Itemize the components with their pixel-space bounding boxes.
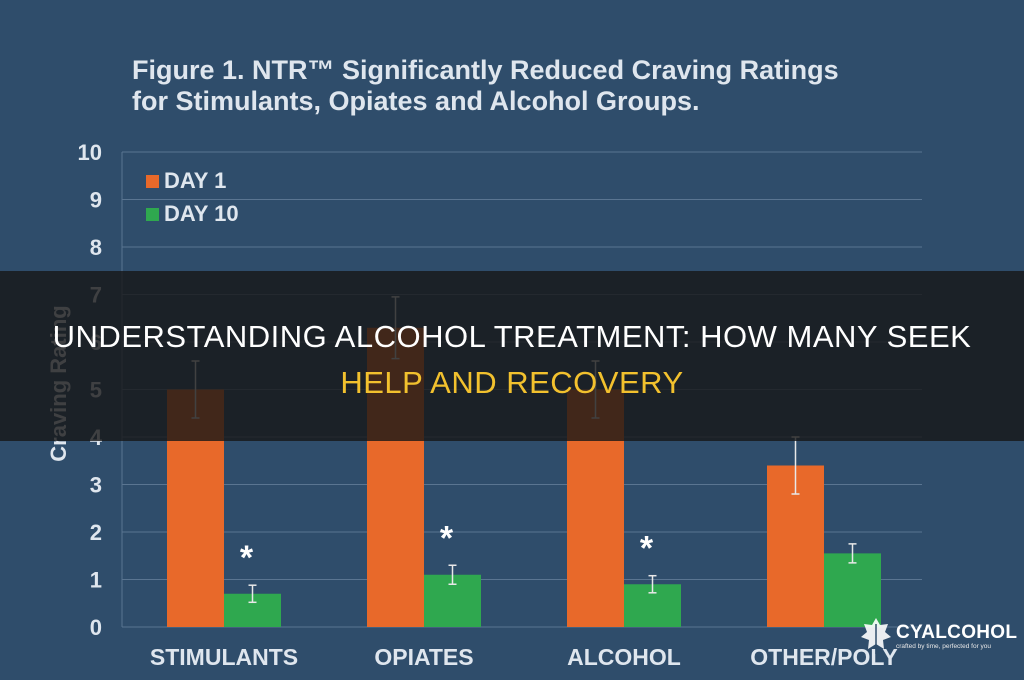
y-tick-label: 8 — [90, 235, 102, 260]
x-tick-label: STIMULANTS — [150, 644, 298, 670]
overlay-title-line-2: HELP AND RECOVERY — [340, 365, 684, 400]
grape-leaf-icon — [861, 618, 891, 654]
x-tick-label: OPIATES — [374, 644, 473, 670]
watermark-name: CYALCOHOL — [896, 622, 1018, 643]
significance-marker: * — [240, 539, 254, 577]
y-tick-label: 1 — [90, 568, 102, 593]
overlay-band: UNDERSTANDING ALCOHOL TREATMENT: HOW MAN… — [0, 271, 1024, 441]
legend-label: DAY 10 — [164, 201, 239, 226]
figure-title-line-2: for Stimulants, Opiates and Alcohol Grou… — [132, 86, 700, 116]
x-tick-label: OTHER/POLY — [750, 644, 897, 670]
figure-title-line-1: Figure 1. NTR™ Significantly Reduced Cra… — [132, 55, 839, 85]
x-tick-label: ALCOHOL — [567, 644, 681, 670]
legend-label: DAY 1 — [164, 168, 226, 193]
bar-day-10 — [824, 553, 881, 627]
significance-marker: * — [640, 530, 654, 568]
watermark-tagline: crafted by time, perfected for you — [896, 643, 992, 650]
overlay-title-line-1: UNDERSTANDING ALCOHOL TREATMENT: HOW MAN… — [52, 319, 972, 354]
y-tick-label: 10 — [78, 140, 102, 165]
y-tick-label: 9 — [90, 188, 102, 213]
y-tick-label: 3 — [90, 473, 102, 498]
legend-swatch — [146, 208, 159, 221]
legend-swatch — [146, 175, 159, 188]
y-tick-label: 0 — [90, 615, 102, 640]
watermark: CYALCOHOL crafted by time, perfected for… — [860, 612, 1017, 658]
significance-marker: * — [440, 519, 454, 557]
y-tick-label: 2 — [90, 520, 102, 545]
